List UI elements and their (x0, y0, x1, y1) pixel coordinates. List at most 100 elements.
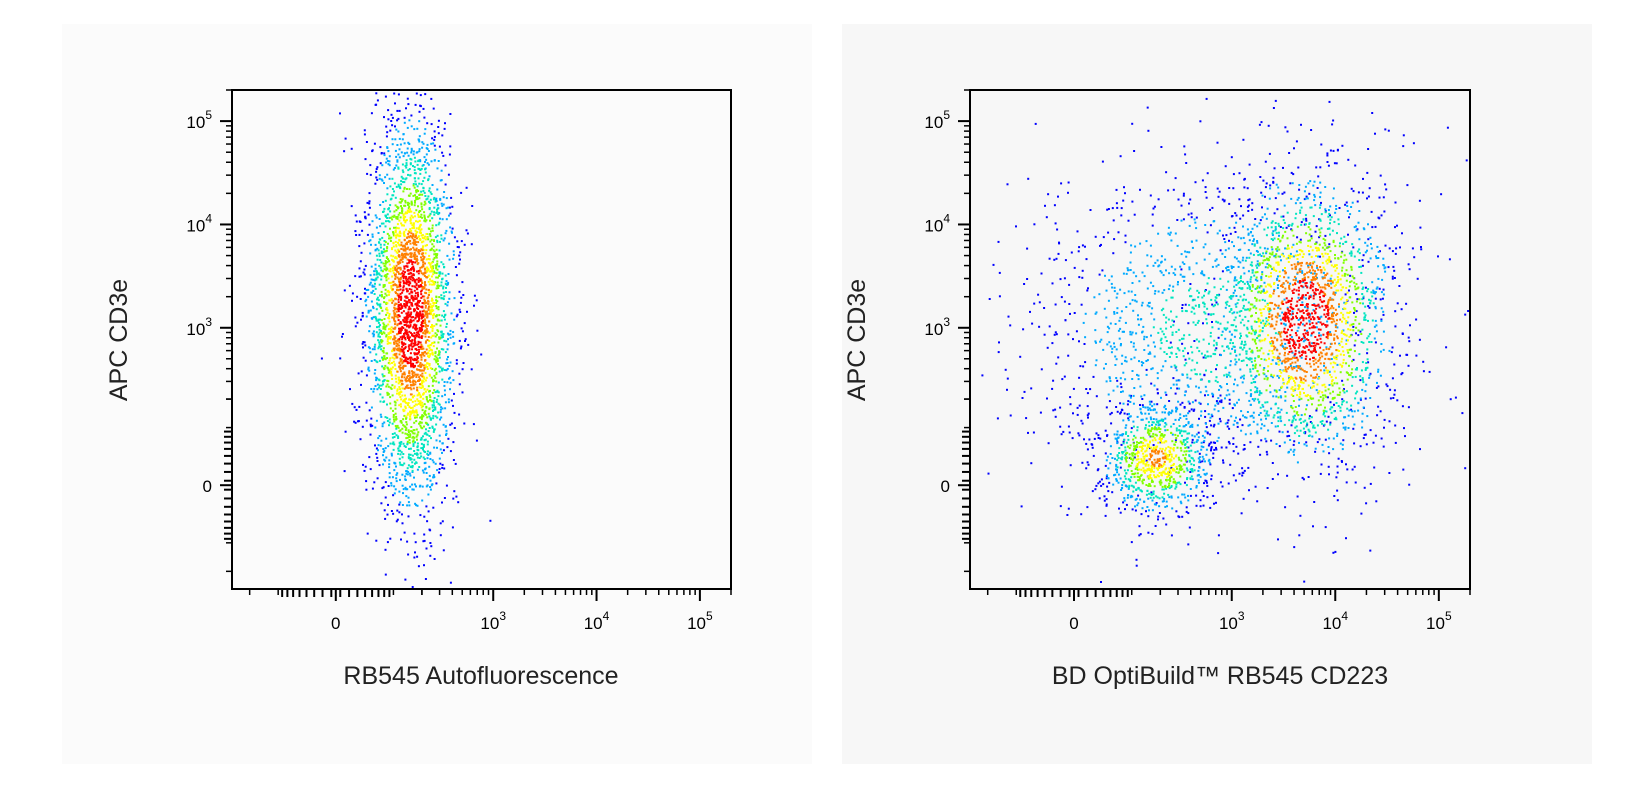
left-event-dot (400, 254, 403, 256)
left-event-dot (408, 202, 411, 205)
left-event-dot (395, 185, 398, 188)
left-event-dot (363, 268, 366, 271)
left-event-dot (367, 213, 370, 216)
left-event-dot (400, 348, 403, 351)
left-event-dot (432, 380, 434, 383)
right-event-dot (1201, 179, 1204, 182)
right-event-dot (1302, 296, 1305, 299)
left-event-dot (420, 406, 423, 409)
left-event-dot (410, 297, 413, 300)
left-event-dot (443, 369, 446, 371)
left-event-dot (441, 501, 443, 504)
right-event-dot (1298, 184, 1301, 186)
right-event-dot (1407, 364, 1410, 367)
right-event-dot (1152, 207, 1155, 210)
left-event-dot (388, 362, 391, 365)
left-event-dot (422, 142, 425, 145)
left-event-dot (388, 459, 391, 462)
left-event-dot (415, 414, 417, 417)
left-event-dot (392, 234, 395, 237)
left-event-dot (408, 398, 411, 401)
right-event-dot (1131, 200, 1134, 203)
left-event-dot (375, 539, 378, 542)
right-event-dot (1218, 417, 1221, 420)
left-event-dot (420, 317, 423, 320)
left-event-dot (369, 173, 372, 176)
left-event-dot (382, 486, 385, 489)
left-event-dot (455, 362, 458, 365)
left-event-dot (394, 320, 397, 323)
left-event-dot (404, 378, 407, 381)
left-event-dot (378, 386, 380, 389)
left-event-dot (398, 338, 401, 340)
right-event-dot (1051, 387, 1054, 390)
left-event-dot (379, 225, 382, 228)
left-event-dot (432, 304, 435, 307)
left-event-dot (393, 436, 396, 438)
left-y-axis-title: APC CD3e (105, 279, 133, 401)
left-event-dot (398, 349, 401, 352)
right-event-dot (1270, 407, 1273, 410)
left-event-dot (434, 408, 437, 411)
right-event-dot (1364, 286, 1367, 289)
right-event-dot (1308, 192, 1311, 195)
right-event-dot (1108, 327, 1111, 330)
right-event-dot (1026, 278, 1029, 280)
right-event-dot (1121, 484, 1124, 487)
left-event-dot (391, 330, 393, 333)
left-event-dot (391, 177, 394, 180)
left-event-dot (435, 373, 438, 376)
right-event-dot (1078, 246, 1081, 249)
left-event-dot (399, 235, 402, 237)
left-event-dot (429, 554, 432, 557)
left-event-dot (398, 511, 401, 514)
left-event-dot (402, 442, 405, 445)
left-event-dot (440, 281, 443, 284)
left-event-dot (373, 348, 376, 351)
left-event-dot (429, 219, 431, 222)
left-event-dot (394, 488, 397, 491)
left-event-dot (421, 409, 424, 412)
right-event-dot (1388, 349, 1391, 352)
left-event-dot (392, 272, 395, 274)
left-event-dot (422, 249, 425, 251)
right-event-dot (1043, 333, 1046, 336)
right-event-dot (1107, 231, 1110, 234)
left-event-dot (386, 160, 389, 162)
right-event-dot (1185, 510, 1188, 513)
left-event-dot (398, 137, 401, 140)
left-event-dot (375, 419, 378, 422)
right-event-dot (1333, 162, 1336, 165)
left-event-dot (392, 512, 395, 515)
left-event-dot (433, 429, 436, 431)
left-event-dot (414, 298, 417, 300)
right-event-dot (1069, 312, 1071, 315)
right-event-dot (1309, 281, 1312, 284)
left-event-dot (421, 295, 424, 298)
left-event-dot (398, 315, 401, 318)
right-event-dot (1247, 424, 1250, 427)
left-event-dot (409, 162, 412, 165)
left-event-dot (404, 256, 407, 259)
left-event-dot (409, 362, 412, 364)
left-event-dot (412, 383, 415, 385)
left-event-dot (373, 481, 376, 484)
right-event-dot (1122, 272, 1125, 275)
right-event-dot (1082, 321, 1085, 324)
right-event-dot (1119, 327, 1122, 330)
right-event-dot (1328, 100, 1331, 103)
left-event-dot (431, 269, 434, 272)
right-event-dot (1341, 443, 1344, 446)
left-event-dot (410, 340, 413, 343)
left-event-dot (399, 453, 402, 456)
left-event-dot (421, 164, 424, 167)
right-event-dot (1224, 328, 1227, 331)
right-event-dot (1328, 370, 1331, 373)
left-event-dot (388, 269, 391, 272)
left-event-dot (413, 338, 416, 341)
left-event-dot (374, 267, 377, 270)
left-event-dot (450, 422, 453, 425)
left-event-dot (376, 270, 378, 273)
left-event-dot (444, 351, 447, 354)
left-event-dot (370, 243, 372, 246)
